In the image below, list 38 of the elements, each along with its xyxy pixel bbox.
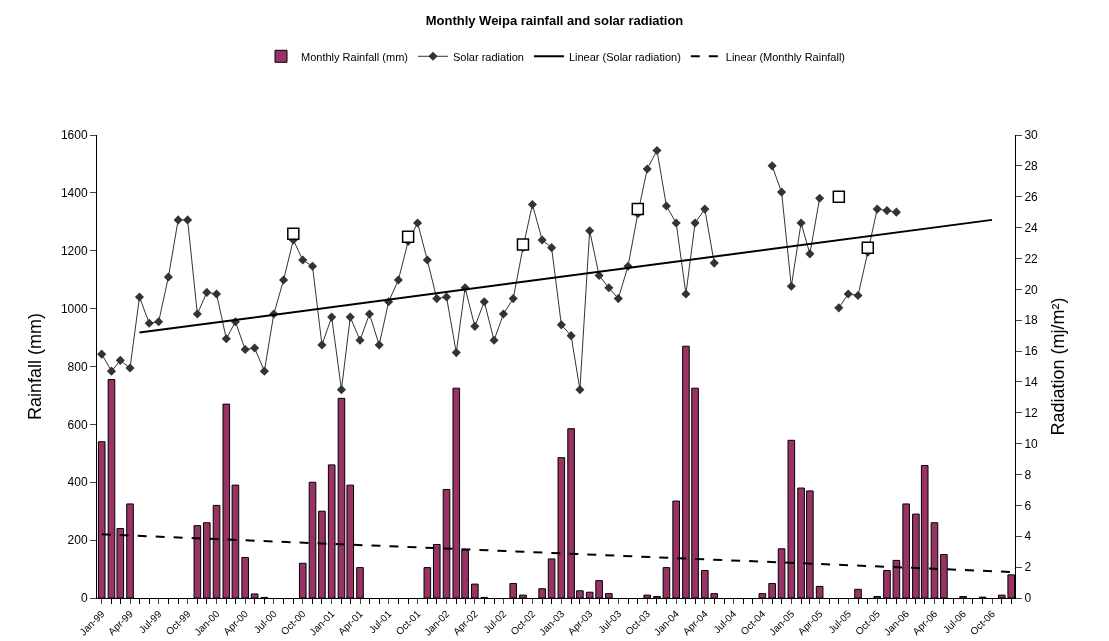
y2-tick-label: 4: [1024, 529, 1032, 544]
y2-tick-label: 24: [1024, 220, 1039, 235]
y2-axis-title: Radiation (mj/m²): [1048, 297, 1069, 436]
legend-label: Solar radiation: [452, 50, 524, 63]
chart-title: Monthly Weipa rainfall and solar radiation: [425, 13, 684, 29]
legend-label: Linear (Solar radiation): [568, 50, 681, 63]
y2-tick-label: 20: [1024, 282, 1039, 297]
y2-tick-label: 10: [1024, 436, 1039, 451]
y2-tick-label: 18: [1024, 313, 1039, 328]
y2-tick-label: 8: [1024, 467, 1032, 482]
y-axis-title: Rainfall (mm): [25, 312, 46, 421]
legend-label: Monthly Rainfall (mm): [301, 50, 408, 63]
y2-tick-label: 2: [1024, 560, 1032, 575]
y2-tick-label: 0: [1024, 591, 1032, 606]
point: [516, 238, 530, 251]
y-tick-label: 1000: [60, 301, 88, 316]
y-tick-label: 800: [67, 359, 88, 374]
y2-tick-label: 22: [1024, 251, 1039, 266]
y2-tick-label: 30: [1024, 128, 1039, 143]
point: [631, 202, 645, 216]
point: [401, 230, 415, 244]
point: [832, 190, 846, 203]
y-tick-label: 0: [80, 591, 88, 606]
y2-tick-label: 26: [1024, 189, 1039, 204]
y-tick-label: 1400: [60, 186, 88, 201]
y-tick-label: 1600: [60, 128, 88, 143]
y2-tick-label: 16: [1024, 344, 1039, 359]
y-tick-label: 1200: [60, 243, 88, 258]
legend-label: Linear (Monthly Rainfall): [725, 50, 846, 63]
y-tick-label: 200: [67, 533, 88, 548]
y-tick-label: 600: [67, 417, 88, 432]
point: [287, 227, 300, 241]
y2-tick-label: 6: [1024, 498, 1032, 513]
y-tick-label: 400: [67, 475, 88, 490]
point: [861, 241, 875, 254]
y2-tick-label: 12: [1024, 406, 1039, 420]
y2-tick-label: 28: [1024, 159, 1039, 174]
y2-tick-label: 14: [1024, 375, 1039, 390]
